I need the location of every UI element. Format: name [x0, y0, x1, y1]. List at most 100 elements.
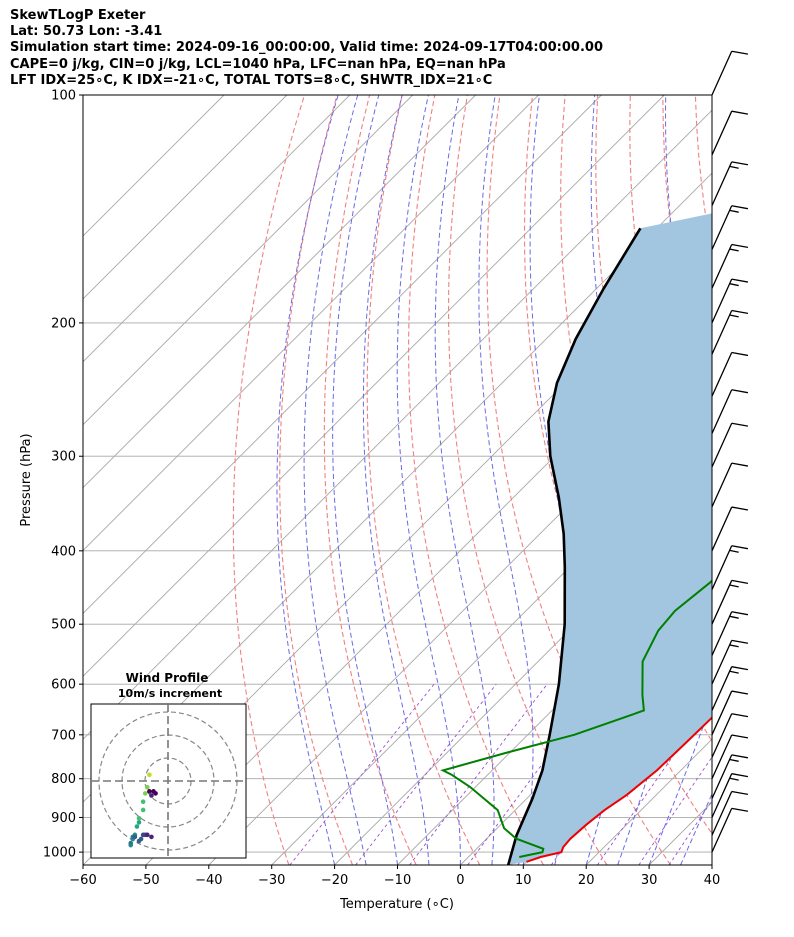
hodograph-inset: Wind Profile 10m/s increment — [90, 671, 247, 859]
y-tick-label: 1000 — [43, 846, 76, 861]
x-tick-label: −30 — [258, 873, 285, 888]
x-tick-label: −20 — [321, 873, 348, 888]
dry-adiabat — [761, 95, 794, 865]
hodograph-title: Wind Profile — [126, 671, 209, 685]
dewpoint-line — [440, 579, 712, 858]
dry-adiabat — [323, 95, 417, 865]
moist-adiabat — [434, 95, 495, 865]
x-tick-label: 20 — [578, 873, 595, 888]
x-tick-label: −40 — [195, 873, 222, 888]
wind-barb — [711, 754, 749, 799]
wind-barb — [711, 389, 749, 434]
parcel-profile-line — [506, 227, 642, 865]
y-tick-label: 200 — [51, 316, 76, 331]
isotherm-line — [83, 95, 351, 363]
y-tick-label: 900 — [51, 811, 76, 826]
location-line: Lat: 50.73 Lon: -3.41 — [10, 24, 163, 40]
mixing-ratio-line — [289, 683, 435, 865]
isotherm-line — [334, 486, 712, 865]
isotherm-line — [83, 95, 602, 615]
wind-barb — [711, 690, 749, 736]
mixing-ratio-line — [467, 683, 603, 865]
wind-barb — [711, 713, 749, 758]
hodograph-point — [138, 836, 144, 842]
moist-adiabat — [303, 95, 367, 865]
hodograph-point — [151, 789, 156, 794]
wind-barb — [711, 309, 749, 355]
x-tick-label: 40 — [704, 873, 721, 888]
moist-adiabat — [648, 701, 712, 865]
hodograph-point — [140, 799, 146, 804]
x-axis-label: Temperature (∘C) — [339, 897, 454, 912]
indices-line-2: LFT IDX=25∘C, K IDX=-21∘C, TOTAL TOTS=8∘… — [10, 72, 493, 88]
wind-barb — [711, 243, 749, 289]
y-tick-label: 700 — [51, 728, 76, 743]
wind-barb — [711, 205, 749, 250]
wind-barb — [711, 422, 749, 468]
axis-ticks: −60 −50 −40 −30 −20 −10 0 10 20 30 40 100 200 300 400 5… — [43, 89, 720, 889]
wind-barb — [711, 807, 749, 853]
hodograph-point — [128, 840, 134, 846]
wind-barb — [711, 773, 749, 818]
wind-barb — [711, 790, 749, 836]
x-tick-label: 10 — [515, 873, 532, 888]
hodograph-point — [147, 772, 152, 778]
y-tick-label: 100 — [51, 89, 76, 104]
moist-adiabat — [478, 95, 534, 865]
hodograph-point — [132, 834, 138, 840]
y-axis-label: Pressure (hPa) — [19, 433, 34, 526]
moist-adiabat — [332, 95, 398, 865]
wind-barb — [711, 278, 749, 324]
wind-barb — [711, 639, 749, 685]
x-tick-label: −10 — [384, 873, 411, 888]
hodograph-point — [145, 784, 150, 790]
isotherm-line — [83, 95, 288, 300]
dry-adiabat — [366, 95, 481, 865]
temperature-line — [526, 716, 712, 863]
dry-adiabat — [408, 95, 544, 865]
moist-adiabat — [396, 95, 461, 865]
moist-adiabat — [362, 95, 430, 865]
hodograph-point — [140, 807, 146, 813]
moist-adiabat — [529, 95, 580, 865]
y-tick-label: 300 — [51, 450, 76, 465]
indices-line-1: CAPE=0 j/kg, CIN=0 j/kg, LCL=1040 hPa, L… — [10, 56, 506, 72]
isotherm-line — [83, 95, 476, 489]
hodograph-point — [147, 789, 152, 794]
wind-barb — [711, 50, 749, 96]
moist-adiabat — [680, 792, 712, 865]
wind-barb — [711, 734, 749, 779]
dry-adiabat — [523, 95, 712, 835]
wind-barb — [711, 506, 749, 552]
isotherm-line — [145, 298, 712, 865]
wind-barb — [711, 161, 749, 206]
x-tick-label: 30 — [641, 873, 658, 888]
isotherm-line — [83, 95, 539, 552]
wind-barbs — [711, 50, 749, 853]
moist-adiabat — [276, 95, 339, 865]
hodograph-point — [145, 832, 150, 838]
isotherm-line — [83, 109, 712, 740]
plot-data — [440, 213, 712, 865]
chart-title: SkewTLogP Exeter — [10, 8, 146, 23]
dry-adiabat — [232, 95, 306, 865]
y-tick-label: 400 — [51, 544, 76, 559]
cin-shading — [508, 213, 712, 865]
y-tick-label: 600 — [51, 678, 76, 693]
moist-adiabat — [617, 95, 703, 865]
time-line: Simulation start time: 2024-09-16_00:00:… — [10, 40, 603, 56]
wind-barb — [711, 110, 749, 156]
dry-adiabat — [728, 95, 794, 865]
hodograph-point — [136, 815, 142, 821]
x-tick-label: −50 — [132, 873, 159, 888]
hodograph-point — [134, 824, 140, 829]
isotherm-line — [83, 95, 414, 426]
mixing-ratio-line — [355, 683, 497, 865]
wind-barb — [711, 462, 749, 508]
wind-barb — [711, 351, 749, 397]
dry-adiabat — [448, 95, 608, 865]
isotherm-line — [397, 549, 712, 865]
hodograph-subtitle: 10m/s increment — [118, 687, 222, 700]
hodograph-point — [149, 793, 154, 798]
